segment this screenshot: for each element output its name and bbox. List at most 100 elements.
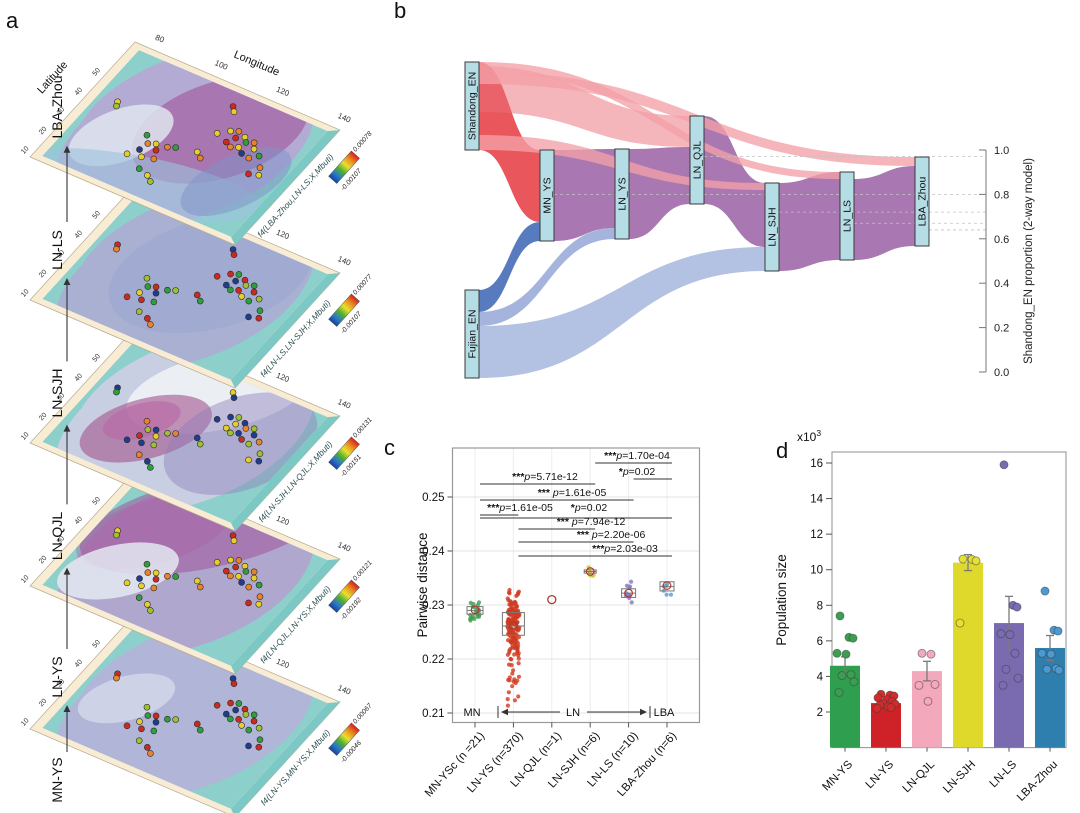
sample-site-dot [143,417,151,425]
sample-site-dot [144,601,151,608]
sample-site-dot [213,129,221,137]
pvalue-label: *** p=2.20e-06 [577,529,646,541]
sample-site-dot [147,750,154,757]
jitter-point [513,615,518,620]
y-axis-tick-label: 14 [810,494,823,506]
sample-site-dot [136,432,143,439]
sample-site-dot [136,146,143,153]
sample-site-dot [150,584,158,592]
sample-site-dot [144,569,152,576]
timeline-arrowhead-icon [63,567,71,575]
timeline-label-LBA-Zhou: LBA-Zhou [49,75,65,138]
sample-site-dot [227,413,234,421]
jitter-point [629,600,634,605]
jitter-point [628,579,634,584]
jitter-point [511,679,516,684]
sample-site-dot [193,577,201,585]
arrow-left-icon [501,708,508,716]
sample-site-dot [172,716,179,723]
pvalue-label: ***p=2.03e-03 [592,543,658,555]
sankey-node-label-Shandong_EN: Shandong_EN [467,72,479,140]
sample-point [1005,630,1015,640]
sample-site-dot [232,420,239,428]
sample-site-dot [144,712,152,719]
sample-site-dot [143,560,151,568]
f4-colorbar: 0.00131-0.00151 [328,416,374,478]
sample-site-dot [172,287,179,294]
sample-site-dot [235,557,243,564]
jitter-point [513,600,518,605]
lon-tick: 100 [213,58,229,72]
sample-site-dot [255,171,263,179]
sankey-node-label-Fujian_EN: Fujian_EN [467,309,479,358]
flow-MN_YS-to-LN_YS [554,149,615,241]
flow-Fujian_EN-to-LN_SJH [479,247,765,378]
sample-site-dot [230,680,238,688]
flow-LN_SJH-to-LN_LS [779,172,840,271]
sample-site-dot [164,429,171,437]
lat-tick: 30 [56,249,66,260]
single-sample-marker [547,594,557,605]
y-axis-tick-label: 0.24 [422,546,445,558]
sample-site-dot [213,272,221,280]
sample-site-dot [230,537,238,545]
sample-site-dot [235,700,243,707]
colorbar-max: 0.00077 [352,273,374,296]
proportion-axis-tick-label: 1.0 [994,145,1009,157]
sample-point [1046,649,1056,659]
sample-site-dot [123,722,131,730]
sample-site-dot [223,424,230,432]
sample-site-dot [250,717,258,725]
sample-site-dot [230,108,238,116]
sample-site-dot [256,164,264,171]
jitter-point [516,656,521,661]
sample-site-dot [232,277,239,285]
sample-site-dot [138,439,145,447]
sample-site-dot [143,274,151,282]
sample-site-dot [138,153,145,161]
sample-site-dot [152,289,160,297]
lat-tick: 40 [74,516,84,527]
bar-LBA-Zhou [1035,647,1065,748]
mean-marker [624,588,633,598]
sample-site-dot [255,457,263,465]
sample-site-dot [150,298,158,306]
timeline-arrowhead-icon [63,424,71,432]
sample-site-dot [150,155,158,163]
f4-contour-blob [57,542,179,600]
pvalue-label: *p=0.02 [619,466,656,478]
sample-site-dot [196,154,204,162]
lat-tick: 50 [92,67,102,78]
lon-tick: 120 [275,657,291,671]
sample-site-dot [235,715,242,723]
sample-point [1042,664,1052,674]
sample-site-dot [144,458,151,465]
colorbar-gradient [328,293,360,327]
f4-contour-blob [77,673,176,724]
sample-site-dot [250,288,258,296]
sankey-node-label-LN_LS: LN_LS [842,200,854,232]
jitter-point [507,591,512,596]
jitter-point [505,638,511,643]
jitter-point [476,614,482,619]
f4-contour-blob [102,401,181,440]
flow-LN_YS-to-LN_QJL [629,147,690,239]
flow-Shandong_EN-to-LN_LS [479,62,840,179]
y-axis-tick-label: 0.22 [422,654,444,666]
sample-site-dot [256,593,264,600]
plot-border [451,447,701,724]
map-content [42,50,328,237]
timeline-label-LN-QJL: LN-QJL [49,512,65,560]
sample-site-dot [250,574,258,582]
sample-point [926,649,936,659]
sample-site-dot [135,165,143,172]
lon-tick: 140 [336,397,352,411]
sample-site-dot [250,145,258,153]
sample-point [886,703,896,713]
sankey-node-label-LN_SJH: LN_SJH [767,207,779,246]
panel-label-d: d [776,438,789,463]
lat-tick: 10 [20,431,30,442]
period-label-ln: LN [566,707,580,719]
sample-point [872,703,882,713]
sample-site-dot [147,464,154,471]
